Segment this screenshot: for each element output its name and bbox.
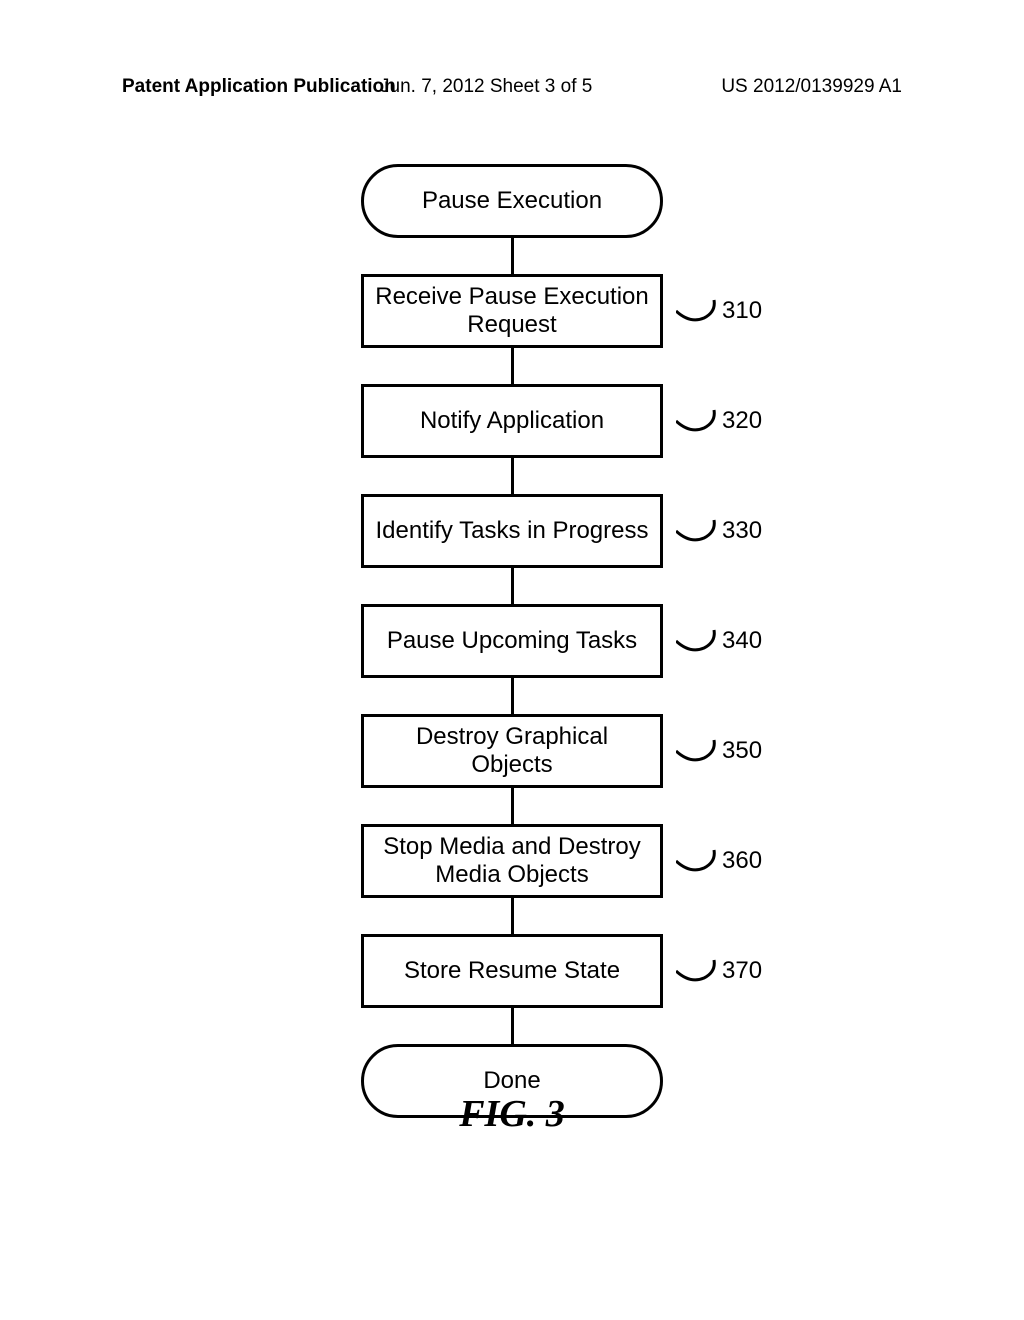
ref-number: 350 [722, 737, 762, 765]
process-step: Receive Pause Execution Request 310 [361, 274, 663, 348]
connector [511, 898, 514, 934]
connector [511, 788, 514, 824]
process-step: Store Resume State 370 [361, 934, 663, 1008]
ref-leader-icon [676, 296, 720, 326]
process-label: Pause Upcoming Tasks [387, 627, 637, 655]
ref-callout: 360 [676, 846, 762, 876]
process-step: Stop Media and Destroy Media Objects 360 [361, 824, 663, 898]
connector [511, 678, 514, 714]
process-label: Store Resume State [404, 957, 620, 985]
ref-leader-icon [676, 516, 720, 546]
process-label: Identify Tasks in Progress [375, 517, 648, 545]
process-label: Receive Pause Execution Request [374, 283, 650, 338]
process-label: Stop Media and Destroy Media Objects [374, 833, 650, 888]
connector [511, 348, 514, 384]
ref-number: 370 [722, 957, 762, 985]
process-step: Notify Application 320 [361, 384, 663, 458]
header-mid: Jun. 7, 2012 Sheet 3 of 5 [380, 76, 592, 98]
flowchart: Pause Execution Receive Pause Execution … [272, 164, 752, 1118]
terminator-start: Pause Execution [361, 164, 663, 238]
header-right: US 2012/0139929 A1 [721, 76, 902, 98]
process-step: Identify Tasks in Progress 330 [361, 494, 663, 568]
connector [511, 458, 514, 494]
ref-callout: 370 [676, 956, 762, 986]
ref-number: 330 [722, 517, 762, 545]
ref-number: 320 [722, 407, 762, 435]
ref-number: 340 [722, 627, 762, 655]
connector [511, 238, 514, 274]
ref-callout: 350 [676, 736, 762, 766]
process-step: Pause Upcoming Tasks 340 [361, 604, 663, 678]
ref-leader-icon [676, 846, 720, 876]
terminator-end-label: Done [483, 1067, 540, 1095]
terminator-start-label: Pause Execution [422, 187, 602, 215]
process-step: Destroy Graphical Objects 350 [361, 714, 663, 788]
ref-callout: 330 [676, 516, 762, 546]
connector [511, 1008, 514, 1044]
ref-leader-icon [676, 956, 720, 986]
process-label: Destroy Graphical Objects [374, 723, 650, 778]
page-header: Patent Application Publication Jun. 7, 2… [0, 76, 1024, 106]
connector [511, 568, 514, 604]
ref-callout: 310 [676, 296, 762, 326]
figure-label: FIG. 3 [0, 1092, 1024, 1136]
ref-number: 310 [722, 297, 762, 325]
ref-leader-icon [676, 736, 720, 766]
process-label: Notify Application [420, 407, 604, 435]
header-left: Patent Application Publication [122, 76, 396, 98]
ref-leader-icon [676, 406, 720, 436]
ref-callout: 340 [676, 626, 762, 656]
ref-callout: 320 [676, 406, 762, 436]
ref-leader-icon [676, 626, 720, 656]
patent-page: Patent Application Publication Jun. 7, 2… [0, 0, 1024, 1320]
ref-number: 360 [722, 847, 762, 875]
